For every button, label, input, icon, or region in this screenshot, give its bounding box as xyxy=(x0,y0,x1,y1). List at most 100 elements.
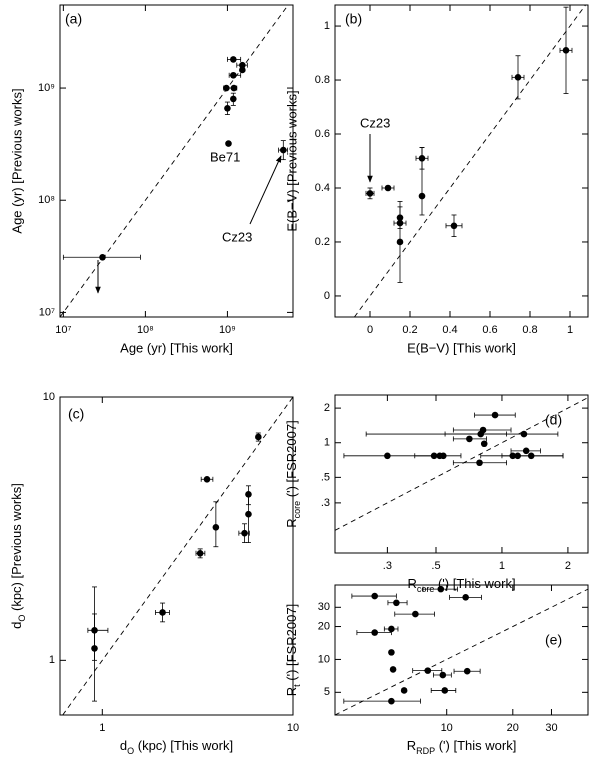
y-tick-label: 0.6 xyxy=(315,128,330,140)
data-point xyxy=(255,433,262,441)
data-point xyxy=(527,452,535,460)
label-main: R xyxy=(407,738,416,753)
data-point xyxy=(441,687,449,694)
one-to-one-line xyxy=(62,396,294,716)
y-tick-label: 1 xyxy=(49,654,55,666)
x-tick-label: 2 xyxy=(565,560,571,572)
annotation-arrow xyxy=(249,155,282,225)
y-axis-label: Age (yr) [Previous works] xyxy=(9,88,24,233)
label-rest: (') [FSR2007] xyxy=(284,420,299,501)
y-tick-label: 10 xyxy=(43,391,55,403)
data-point xyxy=(388,625,395,633)
y-tick-label: 1 xyxy=(324,437,330,449)
data-point xyxy=(520,430,528,438)
x-tick-label: 0.6 xyxy=(482,324,497,336)
x-tick-label: 0 xyxy=(367,324,373,336)
data-point xyxy=(230,71,237,79)
data-point xyxy=(196,549,204,557)
data-point xyxy=(384,184,392,192)
y-tick-label: 5 xyxy=(324,686,330,698)
x-tick-label: 10 xyxy=(287,722,299,734)
one-to-one-line xyxy=(354,4,586,318)
y-tick-label: 0 xyxy=(324,290,330,302)
x-tick-label: 0.8 xyxy=(522,324,537,336)
panel-label: (d) xyxy=(545,412,562,428)
label-subscript: RDP xyxy=(416,746,435,756)
label-main: d xyxy=(9,622,24,629)
data-point xyxy=(393,599,400,607)
data-point xyxy=(440,452,447,460)
x-tick-label: 10 xyxy=(441,722,453,734)
y-tick-label: .5 xyxy=(321,471,330,483)
label-main: R xyxy=(407,576,416,591)
label-subscript: core xyxy=(292,501,302,519)
x-tick-label: 10⁸ xyxy=(137,324,154,336)
label-main: R xyxy=(284,518,299,527)
label-subscript: O xyxy=(127,746,134,756)
data-point xyxy=(239,66,246,74)
data-point xyxy=(212,524,220,531)
data-point xyxy=(225,140,232,147)
x-tick-label: 30 xyxy=(545,722,557,734)
y-tick-label: 30 xyxy=(318,601,330,613)
y-axis-label: E(B−V) [Previous works] xyxy=(284,90,299,231)
data-point xyxy=(366,190,374,197)
data-point xyxy=(239,61,246,69)
annotation: Cz23 xyxy=(222,229,252,244)
one-to-one-line xyxy=(334,397,589,531)
x-tick-label: 10⁷ xyxy=(55,324,71,336)
data-point xyxy=(224,104,231,112)
data-point xyxy=(439,671,447,679)
data-point xyxy=(99,253,106,261)
data-point xyxy=(400,687,408,694)
data-point xyxy=(463,667,471,675)
data-point xyxy=(396,238,404,246)
x-tick-label: 1 xyxy=(99,722,105,734)
y-tick-label: 20 xyxy=(318,620,330,632)
data-point xyxy=(522,447,530,455)
y-tick-label: 1 xyxy=(324,20,330,32)
y-tick-label: 10⁹ xyxy=(38,82,55,94)
x-tick-label: 0.2 xyxy=(402,324,417,336)
panel-label: (a) xyxy=(65,11,82,27)
x-tick-label: .5 xyxy=(431,560,440,572)
data-point xyxy=(230,84,238,92)
y-tick-label: .3 xyxy=(321,497,330,509)
x-tick-label: .3 xyxy=(383,560,392,572)
data-point xyxy=(280,146,287,154)
data-point xyxy=(424,667,432,674)
y-tick-label: 0.8 xyxy=(315,74,330,86)
data-point xyxy=(562,47,570,54)
data-point xyxy=(203,475,211,483)
x-tick-label: 1 xyxy=(567,324,573,336)
annotation: Cz23 xyxy=(360,115,390,130)
annotation: Be71 xyxy=(210,149,240,164)
data-point xyxy=(91,645,98,652)
data-point xyxy=(384,452,391,460)
label-subscript: t xyxy=(292,684,302,687)
y-axis-label: Rt (') [FSR2007] xyxy=(284,604,302,696)
data-point xyxy=(388,649,395,656)
panel-label: (c) xyxy=(68,406,84,422)
plot-frame xyxy=(334,584,589,716)
label-rest: (kpc) [Previous works] xyxy=(9,483,24,614)
y-tick-label: 2 xyxy=(324,402,330,414)
y-tick-label: 10 xyxy=(318,653,330,665)
data-point xyxy=(437,585,445,593)
data-point xyxy=(241,529,248,537)
data-point xyxy=(412,610,419,618)
panel-label: (e) xyxy=(545,632,562,648)
data-point xyxy=(491,411,499,419)
x-axis-label: Age (yr) [This work] xyxy=(120,340,233,355)
label-main: d xyxy=(120,738,127,753)
data-point xyxy=(388,697,395,705)
data-point xyxy=(476,459,483,467)
data-point xyxy=(462,594,469,601)
data-point xyxy=(245,510,252,518)
x-tick-label: 1 xyxy=(499,560,505,572)
y-axis-label: Rcore (') [FSR2007] xyxy=(284,420,302,527)
data-point xyxy=(230,95,237,103)
plot-frame xyxy=(59,4,294,318)
